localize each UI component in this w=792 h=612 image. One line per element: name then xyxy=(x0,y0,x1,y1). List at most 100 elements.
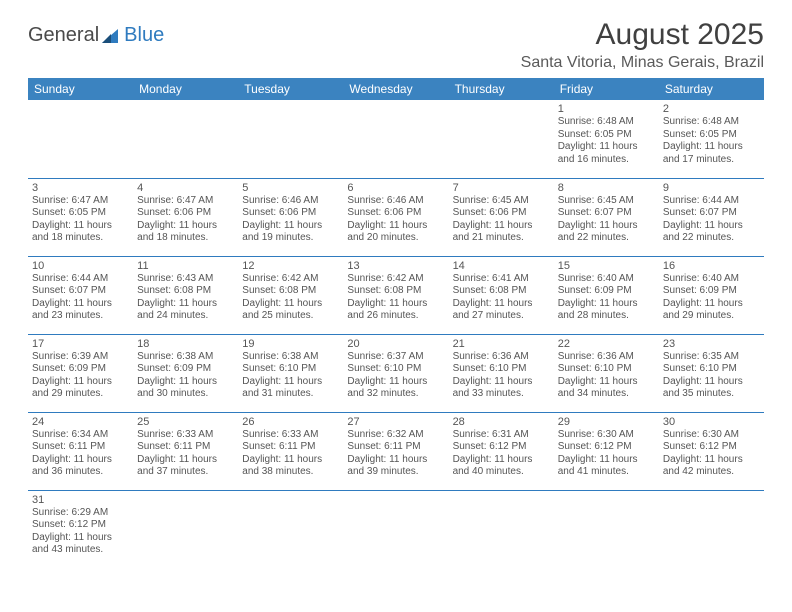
calendar-week-row: 17Sunrise: 6:39 AMSunset: 6:09 PMDayligh… xyxy=(28,334,764,412)
sunset-line: Sunset: 6:10 PM xyxy=(347,363,444,376)
calendar-cell: 2Sunrise: 6:48 AMSunset: 6:05 PMDaylight… xyxy=(659,100,764,178)
calendar-cell xyxy=(343,490,448,568)
daylight-line-2: and 18 minutes. xyxy=(32,232,129,245)
daylight-line-1: Daylight: 11 hours xyxy=(137,298,234,311)
daylight-line-2: and 29 minutes. xyxy=(663,310,760,323)
sunrise-line: Sunrise: 6:48 AM xyxy=(558,116,655,129)
weekday-header: Monday xyxy=(133,78,238,100)
weekday-header: Tuesday xyxy=(238,78,343,100)
calendar-cell xyxy=(238,100,343,178)
brand-logo: General Blue xyxy=(28,18,164,47)
sunset-line: Sunset: 6:08 PM xyxy=(453,285,550,298)
sunset-line: Sunset: 6:10 PM xyxy=(558,363,655,376)
daylight-line-2: and 22 minutes. xyxy=(663,232,760,245)
day-number: 28 xyxy=(453,416,550,428)
day-number: 20 xyxy=(347,338,444,350)
sunrise-line: Sunrise: 6:44 AM xyxy=(32,273,129,286)
sunset-line: Sunset: 6:12 PM xyxy=(663,441,760,454)
sunset-line: Sunset: 6:11 PM xyxy=(347,441,444,454)
daylight-line-1: Daylight: 11 hours xyxy=(32,376,129,389)
daylight-line-2: and 33 minutes. xyxy=(453,388,550,401)
daylight-line-2: and 19 minutes. xyxy=(242,232,339,245)
sunrise-line: Sunrise: 6:36 AM xyxy=(453,351,550,364)
day-number: 29 xyxy=(558,416,655,428)
sunrise-line: Sunrise: 6:30 AM xyxy=(558,429,655,442)
brand-part1: General xyxy=(28,24,99,47)
sunrise-line: Sunrise: 6:45 AM xyxy=(558,195,655,208)
day-number: 1 xyxy=(558,103,655,115)
daylight-line-2: and 32 minutes. xyxy=(347,388,444,401)
day-number: 31 xyxy=(32,494,129,506)
daylight-line-1: Daylight: 11 hours xyxy=(347,376,444,389)
daylight-line-2: and 38 minutes. xyxy=(242,466,339,479)
calendar-cell xyxy=(343,100,448,178)
day-number: 19 xyxy=(242,338,339,350)
daylight-line-2: and 43 minutes. xyxy=(32,544,129,557)
calendar-cell: 7Sunrise: 6:45 AMSunset: 6:06 PMDaylight… xyxy=(449,178,554,256)
daylight-line-2: and 17 minutes. xyxy=(663,154,760,167)
day-number: 30 xyxy=(663,416,760,428)
daylight-line-1: Daylight: 11 hours xyxy=(242,376,339,389)
daylight-line-1: Daylight: 11 hours xyxy=(558,141,655,154)
title-block: August 2025 Santa Vitoria, Minas Gerais,… xyxy=(521,18,764,72)
daylight-line-2: and 36 minutes. xyxy=(32,466,129,479)
sunset-line: Sunset: 6:05 PM xyxy=(32,207,129,220)
sunrise-line: Sunrise: 6:29 AM xyxy=(32,507,129,520)
day-number: 13 xyxy=(347,260,444,272)
daylight-line-2: and 37 minutes. xyxy=(137,466,234,479)
daylight-line-2: and 16 minutes. xyxy=(558,154,655,167)
daylight-line-2: and 25 minutes. xyxy=(242,310,339,323)
daylight-line-1: Daylight: 11 hours xyxy=(242,220,339,233)
calendar-week-row: 1Sunrise: 6:48 AMSunset: 6:05 PMDaylight… xyxy=(28,100,764,178)
calendar-cell: 11Sunrise: 6:43 AMSunset: 6:08 PMDayligh… xyxy=(133,256,238,334)
day-number: 5 xyxy=(242,182,339,194)
sunrise-line: Sunrise: 6:35 AM xyxy=(663,351,760,364)
sunset-line: Sunset: 6:09 PM xyxy=(558,285,655,298)
sunset-line: Sunset: 6:11 PM xyxy=(137,441,234,454)
sunrise-line: Sunrise: 6:40 AM xyxy=(558,273,655,286)
sunrise-line: Sunrise: 6:38 AM xyxy=(137,351,234,364)
calendar-cell: 30Sunrise: 6:30 AMSunset: 6:12 PMDayligh… xyxy=(659,412,764,490)
day-number: 7 xyxy=(453,182,550,194)
daylight-line-2: and 28 minutes. xyxy=(558,310,655,323)
sunset-line: Sunset: 6:10 PM xyxy=(242,363,339,376)
weekday-header: Wednesday xyxy=(343,78,448,100)
sunrise-line: Sunrise: 6:39 AM xyxy=(32,351,129,364)
calendar-cell xyxy=(28,100,133,178)
calendar-cell: 13Sunrise: 6:42 AMSunset: 6:08 PMDayligh… xyxy=(343,256,448,334)
sunset-line: Sunset: 6:07 PM xyxy=(32,285,129,298)
calendar-cell: 15Sunrise: 6:40 AMSunset: 6:09 PMDayligh… xyxy=(554,256,659,334)
sunset-line: Sunset: 6:12 PM xyxy=(558,441,655,454)
day-number: 24 xyxy=(32,416,129,428)
day-number: 15 xyxy=(558,260,655,272)
calendar-cell xyxy=(449,100,554,178)
daylight-line-1: Daylight: 11 hours xyxy=(242,454,339,467)
daylight-line-2: and 39 minutes. xyxy=(347,466,444,479)
daylight-line-2: and 24 minutes. xyxy=(137,310,234,323)
calendar-week-row: 10Sunrise: 6:44 AMSunset: 6:07 PMDayligh… xyxy=(28,256,764,334)
calendar-body: 1Sunrise: 6:48 AMSunset: 6:05 PMDaylight… xyxy=(28,100,764,568)
month-title: August 2025 xyxy=(521,18,764,52)
day-number: 9 xyxy=(663,182,760,194)
calendar-cell xyxy=(659,490,764,568)
sunset-line: Sunset: 6:11 PM xyxy=(32,441,129,454)
daylight-line-1: Daylight: 11 hours xyxy=(32,220,129,233)
daylight-line-1: Daylight: 11 hours xyxy=(663,141,760,154)
calendar-cell: 24Sunrise: 6:34 AMSunset: 6:11 PMDayligh… xyxy=(28,412,133,490)
day-number: 8 xyxy=(558,182,655,194)
calendar-cell: 10Sunrise: 6:44 AMSunset: 6:07 PMDayligh… xyxy=(28,256,133,334)
calendar-cell: 31Sunrise: 6:29 AMSunset: 6:12 PMDayligh… xyxy=(28,490,133,568)
calendar-cell: 18Sunrise: 6:38 AMSunset: 6:09 PMDayligh… xyxy=(133,334,238,412)
calendar-cell: 19Sunrise: 6:38 AMSunset: 6:10 PMDayligh… xyxy=(238,334,343,412)
sunset-line: Sunset: 6:09 PM xyxy=(663,285,760,298)
sunrise-line: Sunrise: 6:47 AM xyxy=(32,195,129,208)
daylight-line-1: Daylight: 11 hours xyxy=(663,376,760,389)
sunset-line: Sunset: 6:08 PM xyxy=(137,285,234,298)
daylight-line-2: and 27 minutes. xyxy=(453,310,550,323)
daylight-line-2: and 31 minutes. xyxy=(242,388,339,401)
calendar-cell: 4Sunrise: 6:47 AMSunset: 6:06 PMDaylight… xyxy=(133,178,238,256)
calendar-week-row: 3Sunrise: 6:47 AMSunset: 6:05 PMDaylight… xyxy=(28,178,764,256)
day-number: 16 xyxy=(663,260,760,272)
calendar-cell: 26Sunrise: 6:33 AMSunset: 6:11 PMDayligh… xyxy=(238,412,343,490)
day-number: 22 xyxy=(558,338,655,350)
